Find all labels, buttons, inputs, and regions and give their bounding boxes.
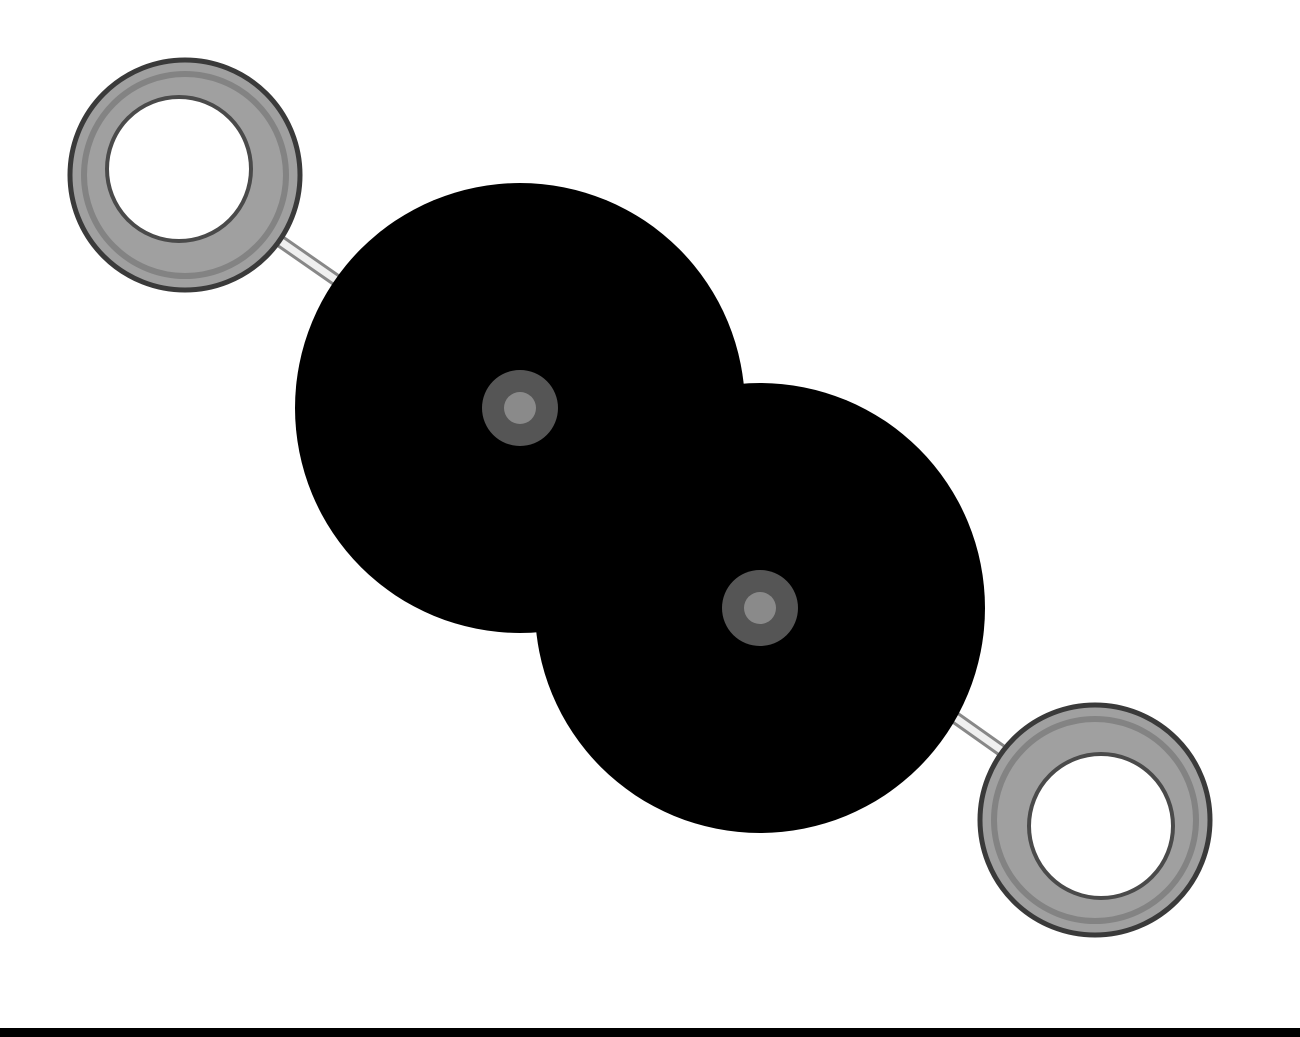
hydrogen-1 xyxy=(70,60,300,290)
carbon-2 xyxy=(535,383,985,833)
molecule-diagram xyxy=(0,0,1300,1037)
bottom-bar xyxy=(0,1028,1300,1037)
hydrogen-2 xyxy=(980,705,1210,935)
